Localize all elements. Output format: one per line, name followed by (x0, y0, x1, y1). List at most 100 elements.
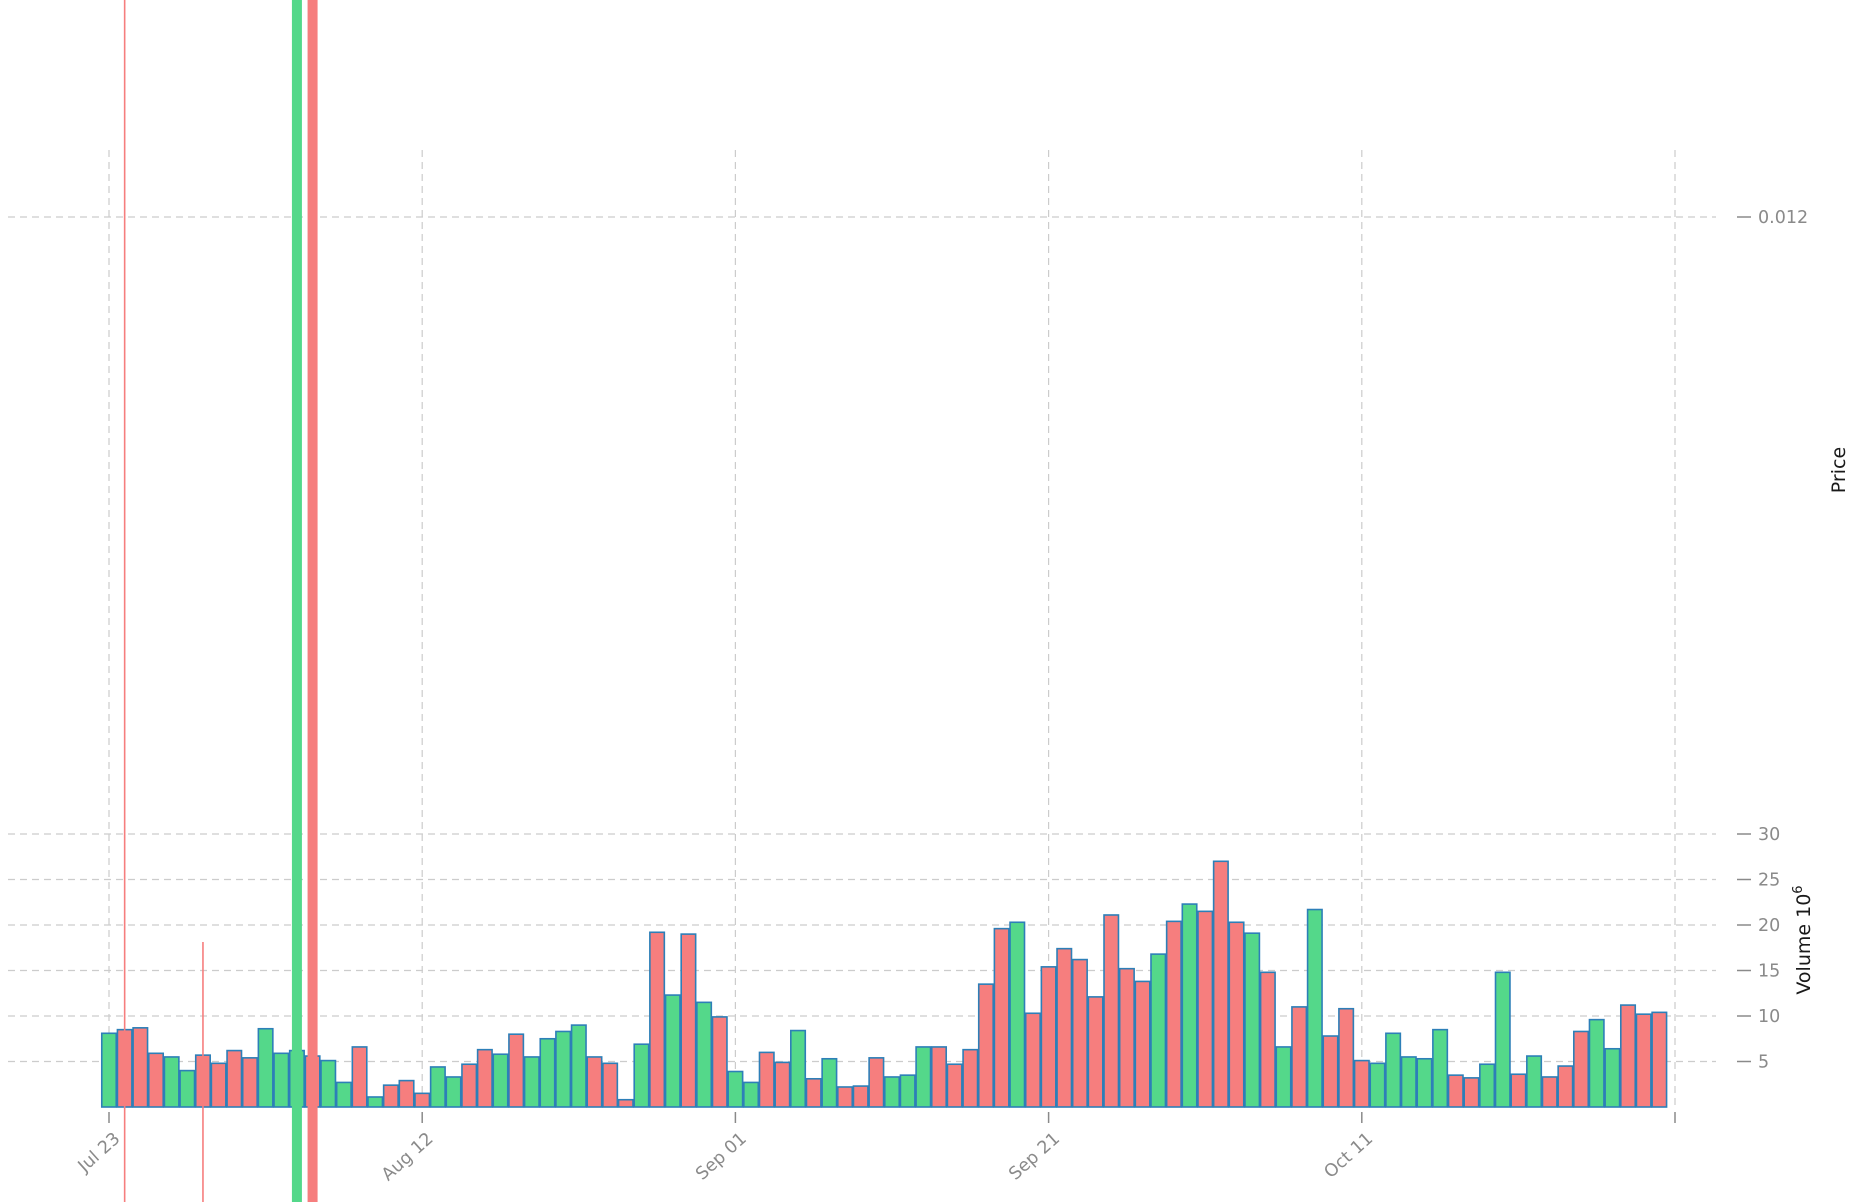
volume-bar (163, 1056, 180, 1108)
volume-bar (461, 1063, 478, 1108)
volume-bar (1071, 958, 1088, 1108)
volume-bar (1494, 971, 1511, 1108)
volume-bar (1103, 914, 1120, 1108)
volume-bar (1212, 860, 1229, 1108)
volume-tick-label: 30 (1758, 825, 1780, 845)
volume-bar (382, 1084, 399, 1108)
volume-bar (977, 983, 994, 1108)
volume-bar (680, 933, 697, 1108)
volume-bar (915, 1046, 932, 1108)
gridlines (8, 150, 1716, 1110)
candle-body (291, 0, 302, 1202)
volume-bar (1588, 1018, 1605, 1108)
volume-bar (1635, 1013, 1652, 1108)
volume-bar (429, 1066, 446, 1108)
volume-tick-label: 15 (1758, 962, 1780, 982)
volume-bar (946, 1063, 963, 1108)
volume-bar (852, 1085, 869, 1108)
volume-series (100, 860, 1668, 1108)
volume-bar (602, 1062, 619, 1108)
y-axis-volume: 30 25 20 15 10 5 (1737, 825, 1780, 1073)
volume-bar (1118, 967, 1135, 1108)
volume-bar (774, 1061, 791, 1108)
volume-bar (727, 1070, 744, 1108)
volume-bar (836, 1086, 854, 1108)
volume-bar (210, 1062, 227, 1108)
volume-bar (273, 1052, 290, 1108)
volume-bar (1087, 996, 1104, 1108)
volume-bar (1259, 971, 1276, 1108)
volume-bar (257, 1027, 274, 1108)
volume-bar (1338, 1007, 1355, 1108)
volume-bar (1463, 1077, 1480, 1108)
candle-body (307, 0, 318, 1202)
volume-bar (743, 1081, 760, 1108)
volume-bar (1275, 1046, 1292, 1108)
volume-bar (883, 1076, 901, 1108)
volume-bar (930, 1046, 948, 1108)
volume-bar (586, 1056, 603, 1108)
volume-tick-label: 20 (1758, 916, 1780, 936)
volume-bar (1353, 1059, 1370, 1108)
volume-bar (1369, 1062, 1386, 1108)
volume-bar (1244, 932, 1261, 1108)
volume-bar (335, 1081, 352, 1108)
volume-bar (1400, 1056, 1417, 1108)
volume-bar (1165, 920, 1182, 1108)
volume-bar (1416, 1057, 1433, 1108)
candlestick-series (123, 0, 318, 1202)
volume-bar (1432, 1028, 1449, 1108)
volume-bar (1040, 966, 1057, 1108)
volume-bar (539, 1037, 556, 1108)
volume-bar (1322, 1035, 1339, 1108)
y-axis-price: 0.0120.0100.0080.0060.004 (1737, 208, 1808, 228)
volume-bar (1541, 1076, 1558, 1108)
volume-tick-label: 10 (1758, 1007, 1780, 1027)
volume-bar (1385, 1032, 1402, 1108)
volume-bar (1134, 980, 1151, 1108)
volume-bar (100, 1032, 118, 1108)
volume-axis-title: Volume 106 (1791, 885, 1815, 994)
volume-tick-label: 5 (1758, 1053, 1769, 1073)
volume-bar (492, 1053, 509, 1108)
volume-bar (1009, 921, 1026, 1108)
volume-bar (1510, 1073, 1527, 1108)
volume-bar (508, 1033, 525, 1108)
volume-bar (1526, 1055, 1543, 1108)
price-tick-label: 0.012 (1758, 208, 1808, 228)
volume-bar (664, 994, 681, 1108)
volume-bar (993, 927, 1010, 1108)
volume-bar (414, 1092, 431, 1108)
volume-bar (226, 1049, 243, 1108)
volume-bar (367, 1096, 384, 1108)
volume-bar (555, 1030, 572, 1108)
volume-bar (132, 1027, 149, 1108)
volume-bar (445, 1076, 462, 1108)
volume-tick-label: 25 (1758, 871, 1780, 891)
volume-bar (241, 1057, 258, 1108)
volume-bar (1306, 908, 1323, 1108)
volume-bar (1651, 1011, 1668, 1108)
volume-bar (179, 1069, 196, 1108)
candle (291, 0, 302, 1202)
volume-bar (570, 1024, 587, 1108)
volume-bar (398, 1079, 415, 1108)
volume-bar (868, 1057, 885, 1108)
volume-bar (476, 1048, 493, 1108)
volume-bar (1056, 947, 1073, 1108)
volume-bar (1150, 953, 1167, 1108)
volume-bar (633, 1043, 650, 1108)
volume-bar (790, 1029, 807, 1108)
candle (307, 0, 318, 1202)
volume-bar (821, 1057, 838, 1108)
volume-bar (1228, 921, 1245, 1108)
volume-bar (351, 1046, 368, 1108)
volume-bar (1024, 1012, 1041, 1108)
volume-bar (696, 1001, 713, 1108)
volume-bar (1557, 1065, 1574, 1108)
volume-bar (1197, 910, 1214, 1108)
volume-bar (617, 1098, 634, 1108)
volume-bar (1291, 1006, 1308, 1108)
